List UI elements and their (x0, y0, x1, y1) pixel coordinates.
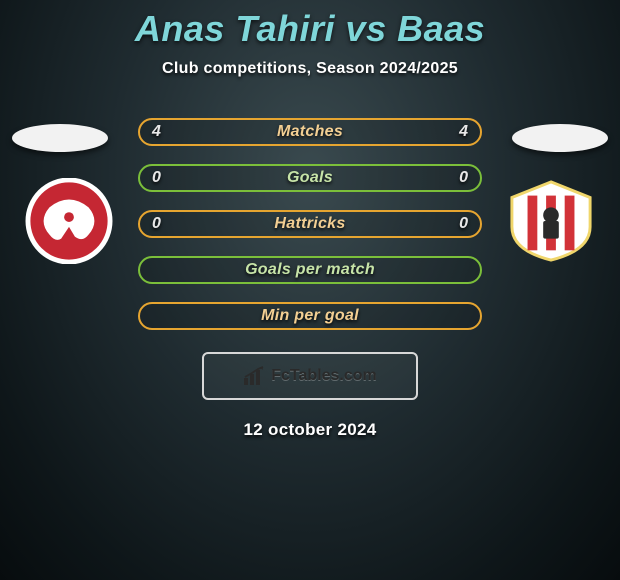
player-avatar-left (12, 124, 108, 152)
stat-label: Goals (287, 169, 333, 187)
brand-text: FcTables.com (271, 367, 377, 385)
stat-right-value: 4 (459, 120, 468, 144)
season-subtitle: Club competitions, Season 2024/2025 (0, 60, 620, 78)
club-badge-left (20, 178, 118, 264)
stat-right-value: 0 (459, 212, 468, 236)
stat-right-value: 0 (459, 166, 468, 190)
stat-label: Hattricks (274, 215, 345, 233)
comparison-date: 12 october 2024 (0, 420, 620, 440)
player-avatar-right (512, 124, 608, 152)
stats-container: 4 Matches 4 0 Goals 0 0 Hattricks 0 Goal… (138, 118, 482, 330)
stat-label: Min per goal (261, 307, 359, 325)
stat-left-value: 0 (152, 212, 161, 236)
stat-row-hattricks: 0 Hattricks 0 (138, 210, 482, 238)
chart-icon (243, 366, 265, 386)
stat-label: Goals per match (245, 261, 375, 279)
stat-row-matches: 4 Matches 4 (138, 118, 482, 146)
stat-row-min-per-goal: Min per goal (138, 302, 482, 330)
stat-label: Matches (277, 123, 343, 141)
stat-row-goals: 0 Goals 0 (138, 164, 482, 192)
stat-left-value: 0 (152, 166, 161, 190)
stat-row-goals-per-match: Goals per match (138, 256, 482, 284)
stat-left-value: 4 (152, 120, 161, 144)
brand-box[interactable]: FcTables.com (202, 352, 418, 400)
comparison-title: Anas Tahiri vs Baas (0, 0, 620, 50)
club-badge-right (502, 178, 600, 264)
